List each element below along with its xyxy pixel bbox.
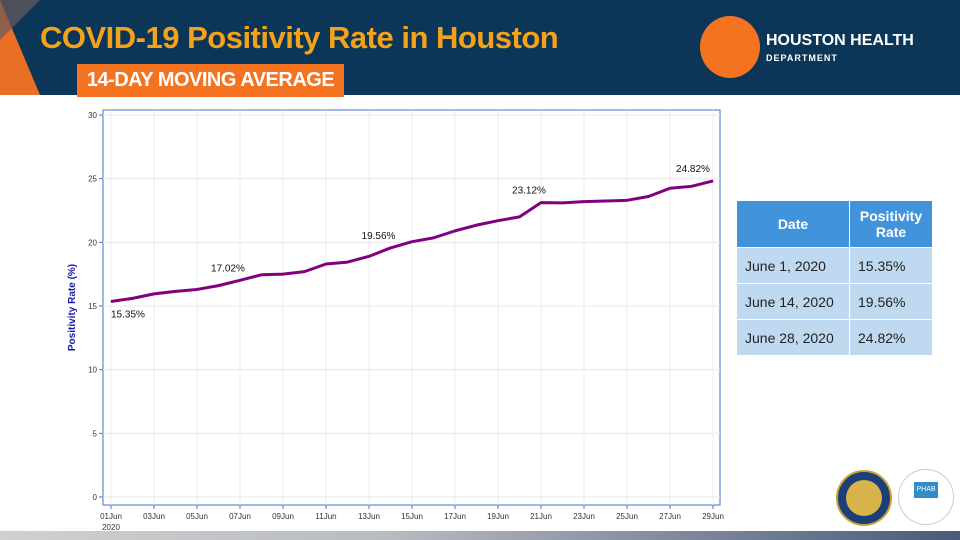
logo-text: HOUSTON HEALTH [766,32,914,49]
data-point [497,220,499,222]
data-point [196,288,198,290]
data-label: 23.12% [512,186,546,197]
x-tick-label: 07Jun [229,512,251,521]
y-tick-label: 0 [93,493,98,502]
table-row: June 28, 2020 24.82% [736,319,933,356]
data-point [605,200,606,202]
data-label: 17.02% [211,263,245,274]
column-header: Positivity Rate [849,200,933,248]
y-tick-label: 25 [88,175,97,184]
table-header-row: Date Positivity Rate [736,200,933,248]
table-row: June 14, 2020 19.56% [736,283,933,320]
data-point [648,195,649,197]
data-label: 19.56% [362,231,396,242]
data-point [282,273,284,275]
x-tick-label: 05Jun [186,512,208,521]
subtitle-badge: 14-DAY MOVING AVERAGE [77,64,344,97]
table-cell: June 28, 2020 [736,319,850,356]
data-point [390,247,391,249]
y-tick-label: 30 [88,111,97,120]
x-tick-label: 29Jun [702,512,724,521]
data-point [583,201,585,203]
y-axis-label: Positivity Rate (%) [67,264,78,351]
table-row: June 1, 2020 15.35% [736,247,933,284]
x-tick-label: 03Jun [143,512,165,521]
data-point [691,185,692,187]
y-tick-label: 10 [88,366,97,375]
column-header: Date [736,200,850,248]
data-point [110,301,112,303]
data-point [175,290,176,292]
x-tick-label: 25Jun [616,512,638,521]
logo-subtext: DEPARTMENT [766,53,838,63]
x-tick-label: 19Jun [487,512,509,521]
table-cell: 24.82% [849,319,933,356]
data-point [433,237,434,239]
data-point [540,202,542,204]
logo-people-icon [700,16,760,78]
city-of-houston-seal [836,470,892,526]
x-tick-label: 01Jun [100,512,122,521]
data-label: 15.35% [111,310,145,321]
data-label: 24.82% [676,164,710,175]
data-point [347,261,348,263]
data-point [476,224,477,226]
data-point [562,202,563,204]
table-cell: June 1, 2020 [736,247,850,284]
data-point [669,187,671,189]
page-title: COVID-19 Positivity Rate in Houston [40,20,559,55]
data-point [368,255,370,257]
data-point [239,279,241,281]
data-point [325,263,327,265]
x-tick-label: 27Jun [659,512,681,521]
table-cell: 19.56% [849,283,933,320]
x-tick-label: 13Jun [358,512,380,521]
y-tick-label: 20 [88,238,97,247]
x-tick-label: 23Jun [573,512,595,521]
x-tick-label: 15Jun [401,512,423,521]
data-point [454,230,456,232]
data-point [411,241,413,243]
data-point [304,271,305,273]
data-point [132,297,133,299]
decorative-triangle [0,0,40,40]
data-point [261,274,262,276]
x-tick-label: 11Jun [315,512,336,521]
x-tick-label: 17Jun [444,512,466,521]
table-cell: 15.35% [849,247,933,284]
footer-bar [0,531,960,540]
positivity-table: Date Positivity Rate June 1, 2020 15.35% … [736,200,933,356]
data-point [626,199,628,201]
phab-accreditation-seal: PHAB [898,469,954,525]
positivity-line-chart: 0 5 10 15 20 25 30 01Jun 03Jun 05Jun 07Jun 09Jun 11J… [67,109,724,530]
table-cell: June 14, 2020 [736,283,850,320]
y-tick-label: 15 [88,302,97,311]
data-point [712,180,714,182]
x-tick-label: 21Jun [530,512,552,521]
x-tick-year-label: 2020 [102,523,120,530]
data-point [519,216,520,218]
data-point [153,293,155,295]
header-banner: COVID-19 Positivity Rate in Houston 14-D… [0,0,960,97]
x-tick-label: 09Jun [272,512,294,521]
y-tick-label: 5 [93,429,98,438]
data-point [218,285,219,287]
